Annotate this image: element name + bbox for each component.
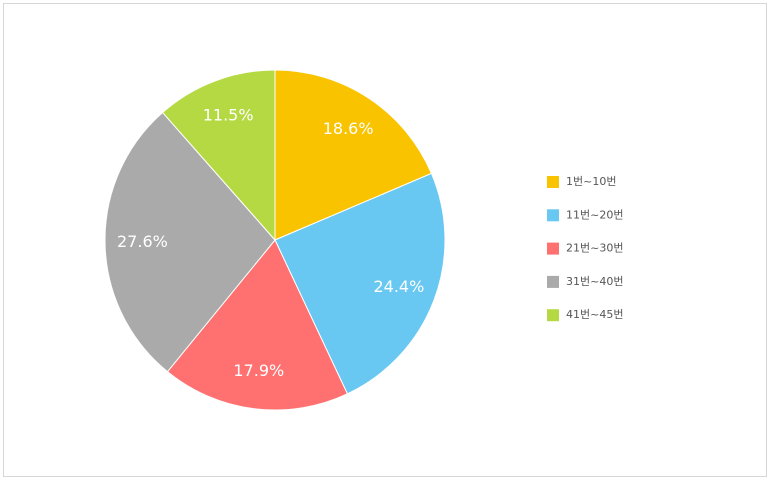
value-label: 17.9%: [233, 361, 284, 380]
pie-slice: [274, 172, 446, 395]
pie-slice: [166, 239, 349, 411]
legend-swatch: [547, 309, 559, 322]
legend-label: 1번~10번: [566, 175, 616, 188]
legend-label: 11번~20번: [566, 208, 623, 221]
legend-swatch: [547, 275, 559, 288]
legend-swatch: [547, 176, 559, 188]
value-label: 27.6%: [117, 232, 168, 251]
legend-swatch: [547, 242, 559, 255]
pie-slice: [104, 111, 276, 373]
legend-label: 31번~40번: [566, 275, 623, 288]
value-label: 11.5%: [203, 105, 254, 124]
value-label: 24.4%: [373, 277, 424, 296]
legend-label: 41번~45번: [566, 308, 623, 321]
pie-slice: [274, 69, 433, 241]
pie-slice: [161, 69, 276, 242]
value-label: 18.6%: [323, 119, 374, 138]
legend-label: 21번~30번: [566, 242, 623, 255]
legend-swatch: [547, 209, 559, 222]
